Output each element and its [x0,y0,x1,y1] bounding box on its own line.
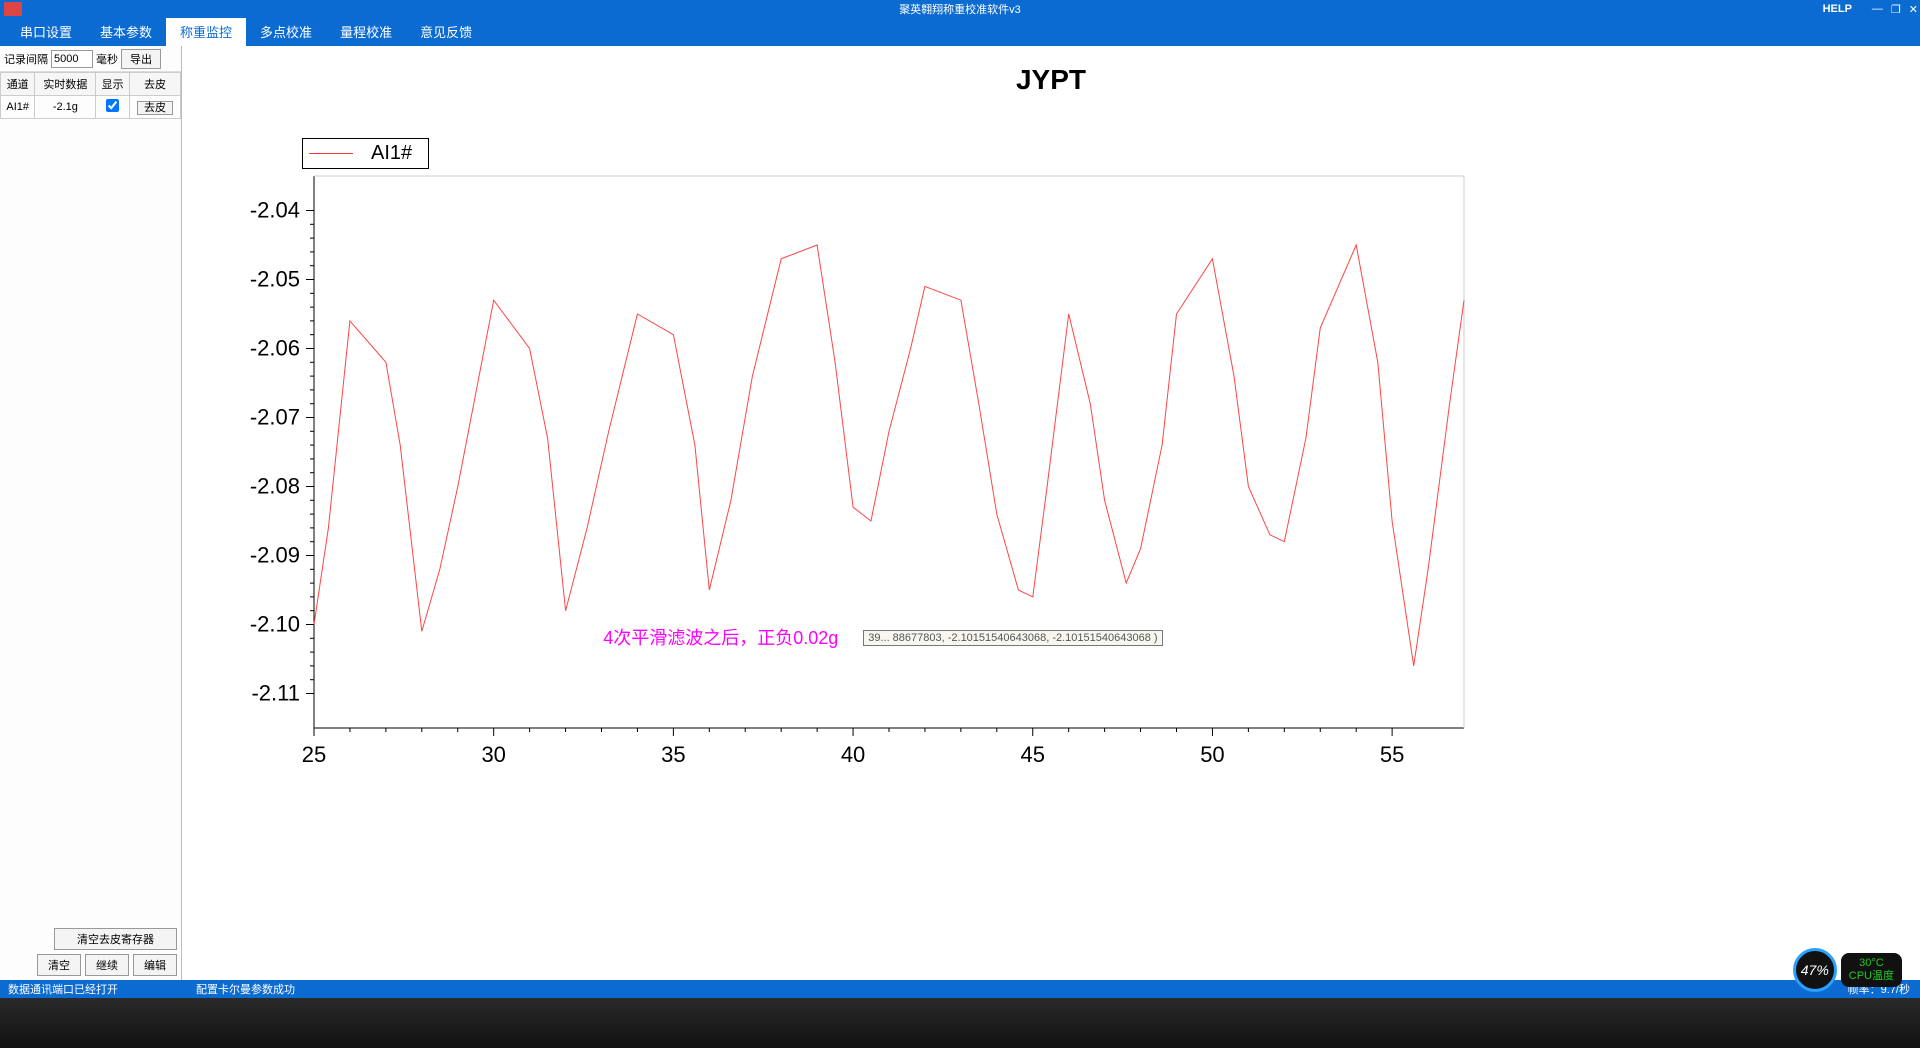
svg-text:-2.04: -2.04 [250,198,300,223]
app-icon [4,2,22,16]
edit-button[interactable]: 编辑 [133,954,177,976]
table-row: AI1# -2.1g 去皮 [1,96,181,119]
channel-table: 通道实时数据显示去皮 AI1# -2.1g 去皮 [0,72,181,119]
clear-tare-register-button[interactable]: 清空去皮寄存器 [54,928,177,950]
svg-text:40: 40 [841,742,865,767]
chart-tooltip: 39... 88677803, -2.10151540643068, -2.10… [863,630,1162,646]
chart-annotation: 4次平滑滤波之后，正负0.02g [603,624,838,650]
close-icon[interactable]: ✕ [1909,3,1918,16]
help-link[interactable]: HELP [1823,3,1852,15]
tab-0[interactable]: 串口设置 [6,16,86,46]
svg-text:-2.09: -2.09 [250,543,300,568]
svg-text:-2.08: -2.08 [250,474,300,499]
sidebar-bottom: 清空去皮寄存器 清空 继续 编辑 [0,924,181,980]
status-kalman: 配置卡尔曼参数成功 [188,981,303,997]
sidebar: 记录间隔 毫秒 导出 通道实时数据显示去皮 AI1# -2.1g 去皮 清空去皮… [0,46,182,980]
status-port: 数据通讯端口已经打开 [0,981,126,997]
show-cell [96,96,130,119]
col-header: 实时数据 [35,73,96,96]
channel-cell: AI1# [1,96,35,119]
svg-text:-2.10: -2.10 [250,612,300,637]
cpu-percent: 47% [1793,948,1837,992]
main-area: 记录间隔 毫秒 导出 通道实时数据显示去皮 AI1# -2.1g 去皮 清空去皮… [0,46,1920,980]
chart-area: JYPT AI1# -2.04 -2.05 -2.06 -2.07 -2.08 -2.09… [182,46,1920,980]
minimize-icon[interactable]: — [1872,3,1883,15]
svg-text:25: 25 [302,742,326,767]
titlebar: 聚英翱翔称重校准软件v3 HELP — ❐ ✕ [0,0,1920,18]
svg-text:30: 30 [481,742,505,767]
cpu-widget[interactable]: 47% 30°C CPU温度 [1793,948,1902,992]
tab-strip: 串口设置基本参数称重监控多点校准量程校准意见反馈 [0,18,1920,46]
tare-cell: 去皮 [129,96,180,119]
export-button[interactable]: 导出 [121,49,161,69]
tab-2[interactable]: 称重监控 [166,16,246,46]
tab-5[interactable]: 意见反馈 [406,16,486,46]
svg-text:45: 45 [1021,742,1045,767]
value-cell: -2.1g [35,96,96,119]
legend-line-icon [309,153,353,154]
record-interval-unit: 毫秒 [96,51,118,67]
svg-text:-2.06: -2.06 [250,336,300,361]
line-chart[interactable]: -2.04 -2.05 -2.06 -2.07 -2.08 -2.09 -2.10 -2.11… [204,170,1474,776]
clear-button[interactable]: 清空 [37,954,81,976]
taskbar[interactable] [0,998,1920,1048]
chart-title: JYPT [1016,64,1086,96]
svg-text:35: 35 [661,742,685,767]
tab-3[interactable]: 多点校准 [246,16,326,46]
svg-text:50: 50 [1200,742,1224,767]
continue-button[interactable]: 继续 [85,954,129,976]
record-interval-row: 记录间隔 毫秒 导出 [0,46,181,72]
col-header: 去皮 [129,73,180,96]
record-interval-label: 记录间隔 [4,51,48,67]
status-bar: 数据通讯端口已经打开 配置卡尔曼参数成功 帧率：9.7/秒 [0,980,1920,998]
show-checkbox[interactable] [106,99,119,112]
record-interval-input[interactable] [51,50,93,68]
col-header: 显示 [96,73,130,96]
svg-text:-2.05: -2.05 [250,267,300,292]
svg-text:55: 55 [1380,742,1404,767]
svg-text:-2.07: -2.07 [250,405,300,430]
maximize-icon[interactable]: ❐ [1891,3,1901,16]
tab-4[interactable]: 量程校准 [326,16,406,46]
chart-legend: AI1# [302,138,429,169]
legend-label: AI1# [371,142,412,165]
app-title: 聚英翱翔称重校准软件v3 [899,1,1021,17]
col-header: 通道 [1,73,35,96]
svg-text:-2.11: -2.11 [251,681,300,706]
cpu-temp: 30°C CPU温度 [1841,953,1902,987]
tab-1[interactable]: 基本参数 [86,16,166,46]
window-controls: HELP — ❐ ✕ [1823,3,1918,16]
tare-button[interactable]: 去皮 [137,101,173,115]
